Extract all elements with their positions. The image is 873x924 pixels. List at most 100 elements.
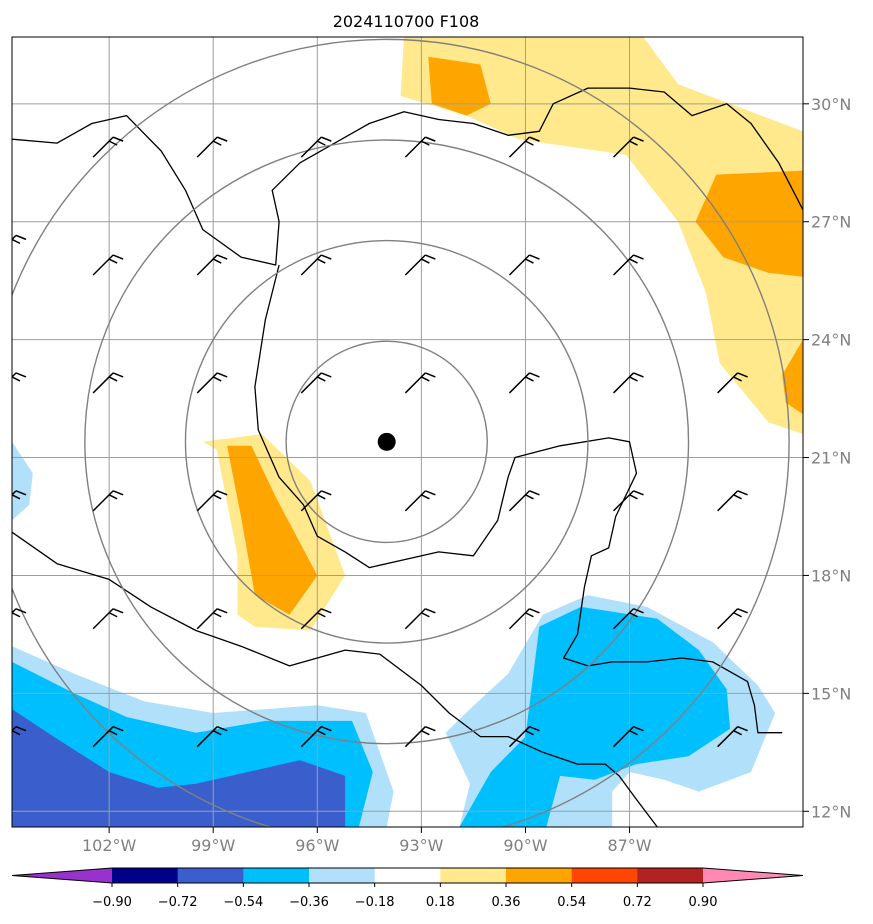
barb-flag xyxy=(108,494,118,500)
barb-shaft xyxy=(404,136,426,158)
wind-barb-26 xyxy=(508,490,540,512)
barb-shaft xyxy=(613,254,635,276)
x-tick-label: 90°W xyxy=(503,836,547,855)
wind-barb-9 xyxy=(300,136,332,158)
wind-barb-3 xyxy=(300,254,332,276)
barb-flag xyxy=(529,490,540,496)
wind-barb-36 xyxy=(717,608,748,630)
y-axis-ticks: 12°N 15°N 18°N 21°N 24°N 27°N 30°N xyxy=(803,95,851,821)
chart-title: 2024110700 F108 xyxy=(333,12,480,31)
barb-shaft xyxy=(300,490,322,512)
barb-flag xyxy=(425,608,436,614)
wind-barb-43 xyxy=(613,725,644,748)
barb-shaft xyxy=(717,490,739,512)
wind-barb-37 xyxy=(12,725,27,736)
barb-flag xyxy=(737,725,748,732)
colorbar-segment xyxy=(177,868,244,883)
barb-flag xyxy=(112,372,124,378)
barb-flag xyxy=(629,730,638,736)
wind-barb-27 xyxy=(613,490,644,512)
barb-flag xyxy=(633,490,644,496)
barb-flag xyxy=(529,725,540,732)
barb-flag xyxy=(321,725,332,732)
wind-barb-7 xyxy=(92,136,124,158)
barb-shaft xyxy=(404,490,426,512)
wind-barb-2 xyxy=(196,254,228,276)
barb-flag xyxy=(108,612,118,618)
barb-flag xyxy=(321,136,332,142)
barb-shaft xyxy=(508,608,530,630)
wind-barb-1 xyxy=(92,254,124,276)
barb-flag xyxy=(629,258,638,264)
wind-barb-33 xyxy=(404,608,436,630)
wind-barb-4 xyxy=(404,254,436,276)
barb-shaft xyxy=(508,490,530,512)
coastline-path xyxy=(12,531,658,827)
barb-shaft xyxy=(196,608,218,630)
barb-flag xyxy=(737,490,748,496)
wind-barb-14 xyxy=(92,372,124,394)
colorbar-segment xyxy=(374,868,441,883)
barb-shaft xyxy=(404,726,426,748)
barb-flag xyxy=(316,612,326,618)
barb-flag xyxy=(633,608,644,614)
barb-flag xyxy=(108,258,118,264)
barb-shaft xyxy=(196,490,218,512)
barb-flag xyxy=(737,372,748,378)
barb-flag xyxy=(216,725,228,732)
barb-flag xyxy=(321,608,332,614)
wind-barb-30 xyxy=(92,608,124,630)
wind-barb-41 xyxy=(404,725,436,748)
barb-flag xyxy=(216,372,228,378)
barb-flag xyxy=(525,494,534,500)
barb-flag xyxy=(529,136,540,142)
barb-flag xyxy=(216,490,228,496)
barb-flag xyxy=(525,612,534,618)
barb-flag xyxy=(629,376,638,382)
barb-shaft xyxy=(300,726,322,748)
wind-barb-12 xyxy=(613,136,644,158)
barb-flag xyxy=(212,140,222,146)
x-tick-label: 87°W xyxy=(607,836,651,855)
barb-flag xyxy=(216,136,228,142)
colorbar-tick-label: −0.36 xyxy=(289,895,329,910)
colorbar-segment xyxy=(112,868,179,883)
barb-flag xyxy=(529,372,540,378)
barb-flag xyxy=(421,612,430,618)
colorbar-segment xyxy=(440,868,507,883)
wind-barb-10 xyxy=(404,136,436,158)
barb-shaft xyxy=(92,136,114,158)
contour-fill-6 xyxy=(12,441,33,521)
wind-barb-38 xyxy=(92,725,124,748)
barb-flag xyxy=(12,376,21,382)
barb-flag xyxy=(108,730,118,736)
map-area xyxy=(12,37,803,827)
barb-shaft xyxy=(300,372,322,394)
barb-shaft xyxy=(300,608,322,630)
gridlines xyxy=(12,37,803,827)
colorbar-tick-label: 0.54 xyxy=(557,895,586,910)
barb-flag xyxy=(316,258,326,264)
barb-flag xyxy=(316,730,326,736)
wind-barb-19 xyxy=(613,372,644,394)
colorbar-extend-low xyxy=(12,868,112,883)
barb-shaft xyxy=(92,726,114,748)
barb-flag xyxy=(12,494,21,500)
barb-flag xyxy=(425,725,436,732)
barb-flag xyxy=(633,136,644,142)
y-tick-label: 30°N xyxy=(811,95,851,114)
barb-flag xyxy=(425,490,436,496)
barb-flag xyxy=(112,608,124,614)
coastline-path xyxy=(254,264,783,734)
barb-flag xyxy=(316,140,326,146)
wind-barb-34 xyxy=(508,608,540,630)
wind-barb-21 xyxy=(12,490,27,500)
barb-flag xyxy=(525,376,534,382)
barb-flag xyxy=(15,372,27,378)
contour-fill-3 xyxy=(782,339,803,415)
barb-flag xyxy=(421,376,430,382)
barb-flag xyxy=(421,494,430,500)
range-rings xyxy=(12,38,790,827)
barb-flag xyxy=(212,376,222,382)
